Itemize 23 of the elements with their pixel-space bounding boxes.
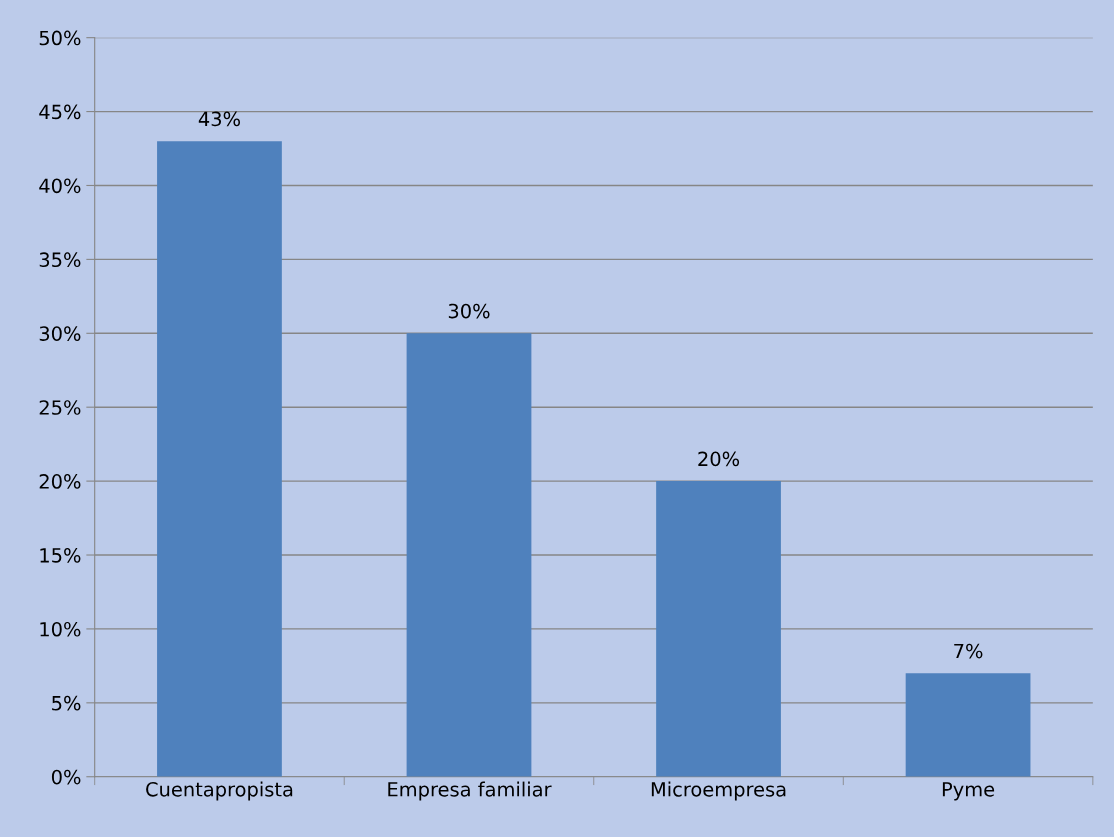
y-tick-label: 20% [39, 474, 81, 489]
bar [905, 673, 1031, 777]
y-tick-label: 15% [40, 547, 81, 563]
y-tick-label: 10% [40, 621, 81, 637]
bar [406, 333, 532, 777]
x-tick-label: Empresa familiar [388, 781, 552, 801]
bar [157, 141, 282, 777]
y-tick-label: 50% [39, 30, 81, 46]
y-tick-label: 30% [39, 326, 81, 341]
y-tick-label: 5% [52, 695, 81, 711]
data-label: 43% [198, 111, 240, 127]
x-tick-label: Microempresa [651, 781, 786, 801]
data-label: 7% [954, 643, 983, 659]
x-tick-label: Cuentapropista [146, 781, 293, 801]
y-tick-label: 35% [39, 252, 81, 268]
y-tick-label: 25% [39, 400, 81, 415]
data-label: 30% [448, 303, 490, 319]
y-tick-label: 40% [39, 178, 81, 194]
x-tick-label: Pyme [942, 782, 995, 801]
data-label: 20% [698, 451, 740, 467]
bar [656, 481, 781, 777]
y-tick-label: 45% [39, 104, 81, 120]
y-tick-label: 0% [51, 769, 81, 785]
